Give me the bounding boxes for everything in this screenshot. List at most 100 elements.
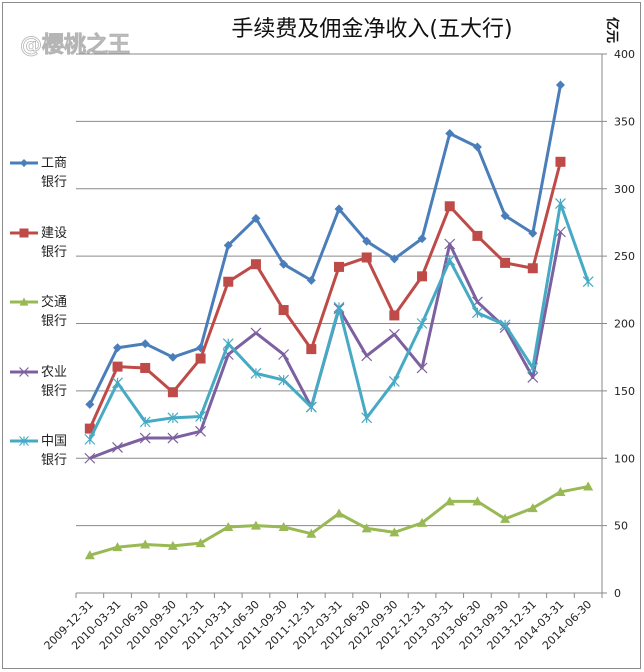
- triangle-marker: [19, 297, 29, 306]
- diamond-marker: [85, 399, 95, 409]
- square-marker: [472, 230, 483, 241]
- y-axis-ticks: 0 50 100 150 200 250 300 350 400: [602, 48, 635, 600]
- legend-label: 工商: [41, 156, 67, 171]
- star-marker: [444, 254, 456, 266]
- star-marker: [195, 411, 207, 422]
- square-marker: [167, 387, 178, 398]
- star-marker: [112, 377, 123, 389]
- legend-label: 农业: [41, 365, 67, 380]
- x-marker: [361, 350, 373, 362]
- series-2: [84, 481, 594, 560]
- star-marker: [84, 433, 96, 445]
- y-tick-label: 300: [614, 183, 635, 196]
- series-line: [88, 161, 562, 430]
- x-marker: [527, 371, 539, 383]
- square-marker: [223, 276, 234, 287]
- y-tick-label: 250: [614, 250, 635, 263]
- x-marker: [19, 367, 29, 377]
- star-marker: [555, 198, 566, 209]
- x-marker: [84, 452, 96, 464]
- y-tick-label: 350: [614, 115, 635, 128]
- series-line: [88, 84, 562, 406]
- y-tick-label: 400: [614, 48, 635, 61]
- x-marker: [195, 425, 207, 437]
- star-marker: [388, 376, 400, 387]
- triangle-marker: [223, 521, 234, 531]
- triangle-marker: [361, 523, 372, 533]
- star-marker: [278, 374, 290, 386]
- x-marker: [112, 442, 123, 453]
- triangle-marker: [472, 496, 483, 506]
- triangle-marker: [583, 481, 594, 491]
- star-marker: [19, 436, 29, 446]
- star-marker: [471, 307, 483, 319]
- square-marker: [112, 361, 123, 372]
- series-line: [89, 485, 589, 557]
- x-marker: [278, 349, 290, 360]
- triangle-marker: [500, 513, 511, 523]
- diamond-marker: [279, 259, 289, 269]
- legend-label: 建设: [41, 226, 67, 241]
- star-marker: [139, 416, 151, 428]
- star-marker: [499, 319, 511, 331]
- square-marker: [500, 257, 511, 268]
- series-4: [84, 198, 594, 445]
- star-marker: [527, 362, 539, 374]
- y-tick-label: 0: [614, 587, 621, 600]
- legend-label: 银行: [41, 384, 67, 399]
- square-marker: [195, 353, 206, 364]
- diamond-marker: [306, 275, 316, 285]
- x-marker: [388, 328, 400, 340]
- triangle-marker: [444, 496, 455, 506]
- diamond-marker: [417, 234, 427, 244]
- square-marker: [278, 305, 289, 316]
- triangle-marker: [417, 517, 428, 527]
- y-axis-unit-label: 亿元: [604, 17, 620, 43]
- legend-label: 银行: [41, 314, 67, 329]
- triangle-marker: [334, 508, 344, 518]
- y-tick-label: 100: [614, 452, 635, 465]
- x-marker: [167, 432, 179, 444]
- triangle-marker: [167, 540, 178, 550]
- square-marker: [306, 344, 317, 355]
- series-1: [84, 156, 566, 434]
- star-marker: [167, 412, 179, 424]
- legend-label: 交通: [41, 294, 67, 310]
- diamond-marker: [528, 228, 538, 238]
- star-marker: [361, 412, 373, 424]
- diamond-marker: [113, 343, 123, 353]
- x-marker: [139, 432, 151, 444]
- square-marker: [84, 423, 95, 434]
- square-marker: [361, 252, 372, 263]
- diamond-marker: [168, 352, 178, 362]
- diamond-marker: [140, 339, 150, 349]
- star-marker: [222, 338, 234, 350]
- diamond-marker: [19, 158, 29, 168]
- series-lines: [84, 80, 594, 560]
- square-marker: [444, 201, 455, 212]
- y-tick-label: 200: [614, 318, 635, 331]
- square-marker: [140, 362, 151, 373]
- square-marker: [417, 271, 428, 282]
- star-marker: [582, 276, 594, 288]
- legend-label: 中国: [41, 434, 67, 449]
- x-marker: [250, 327, 262, 339]
- square-marker: [527, 263, 538, 274]
- diamond-marker: [445, 129, 455, 139]
- triangle-marker: [112, 542, 123, 552]
- triangle-marker: [389, 527, 400, 537]
- diamond-marker: [362, 236, 372, 246]
- y-tick-label: 50: [614, 520, 628, 533]
- chart-title: 手续费及佣金净收入(五大行): [231, 17, 512, 42]
- triangle-marker: [527, 503, 538, 513]
- x-axis-ticks: 2009-12-312010-03-312010-06-302010-09-30…: [42, 593, 603, 652]
- y-tick-label: 150: [614, 385, 635, 398]
- triangle-marker: [306, 528, 317, 538]
- diamond-marker: [223, 240, 233, 250]
